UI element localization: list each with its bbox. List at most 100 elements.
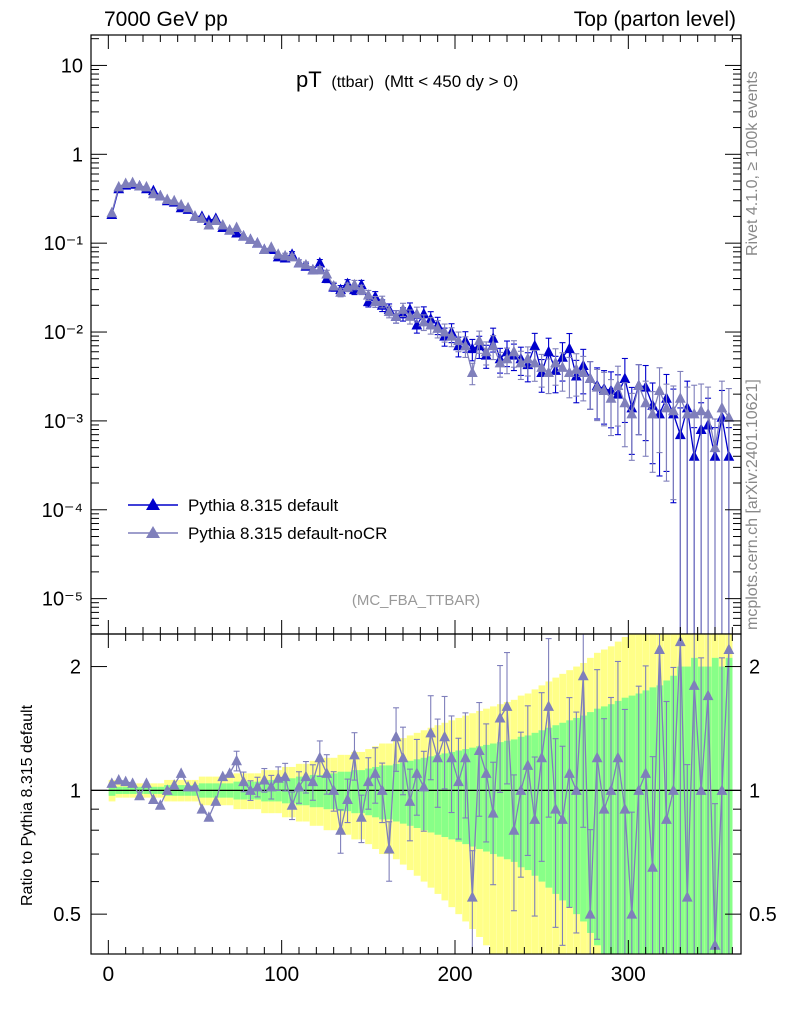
data-point-default — [529, 339, 541, 351]
ratio-point — [210, 795, 222, 806]
data-point-nocr — [598, 384, 610, 395]
data-point-nocr — [286, 250, 298, 262]
data-point-default — [619, 372, 631, 384]
ratio-point — [668, 784, 679, 795]
main-ytick-label: 10⁻⁴ — [42, 500, 83, 522]
data-point-nocr — [175, 198, 187, 210]
data-point-nocr — [570, 363, 582, 374]
band-green-segment — [358, 770, 366, 814]
data-point-nocr — [224, 224, 236, 235]
ratio-point — [231, 754, 242, 766]
mcplots-label: mcplots.cern.ch [arXiv:2401.10621] — [744, 379, 761, 630]
legend: Pythia 8.315 default Pythia 8.315 defaul… — [128, 496, 387, 543]
data-point-nocr — [626, 407, 638, 419]
ratio-point — [453, 775, 464, 787]
ratio-point — [494, 711, 506, 723]
data-point-default — [411, 318, 423, 330]
ratio-point — [466, 891, 478, 902]
data-point-nocr — [425, 318, 437, 330]
ratio-point — [515, 784, 527, 795]
data-point-nocr — [640, 396, 652, 408]
data-point-nocr — [591, 381, 603, 392]
ratio-point — [633, 784, 645, 795]
ratio-point — [640, 767, 652, 778]
ratio-point — [390, 730, 402, 742]
plot-title-sub: (ttbar) — [331, 74, 374, 91]
band-green-segment — [503, 740, 511, 860]
ratio-point — [584, 908, 596, 919]
ratio-point — [529, 813, 541, 824]
data-point-nocr — [508, 345, 520, 357]
ratio-data-layer — [91, 634, 741, 954]
data-point-nocr — [231, 221, 242, 233]
ratio-ytick-label: 0.5 — [53, 904, 81, 926]
ratio-point — [217, 770, 229, 782]
data-point-nocr — [501, 352, 513, 364]
data-point-nocr — [674, 392, 686, 403]
data-point-nocr — [543, 366, 554, 378]
ratio-point — [480, 767, 492, 778]
data-point-default — [231, 227, 242, 238]
data-point-nocr — [654, 384, 665, 395]
ratio-point — [182, 780, 194, 792]
data-point-nocr — [612, 379, 624, 391]
ratio-point — [411, 767, 423, 778]
ratio-point — [501, 700, 513, 711]
ratio-point — [681, 891, 693, 902]
data-point-nocr — [536, 361, 548, 372]
data-point-nocr — [217, 219, 229, 230]
ratio-point — [425, 726, 437, 738]
legend-entry-nocr: Pythia 8.315 default-noCR — [128, 524, 387, 543]
data-point-nocr — [356, 283, 367, 295]
ratio-point — [161, 784, 173, 795]
ratio-ytick-label-right: 0.5 — [749, 904, 777, 926]
data-point-default — [314, 256, 326, 268]
ratio-panel: 2 2 1 1 0.5 0.5 0 100 200 300 — [53, 633, 777, 986]
ratio-point — [258, 773, 270, 785]
ratio-point — [626, 908, 638, 919]
data-point-nocr — [300, 258, 312, 270]
ratio-point — [605, 784, 617, 795]
ratio-point — [522, 759, 534, 770]
ratio-point — [279, 770, 291, 782]
data-point-nocr — [113, 180, 125, 192]
data-point-nocr — [148, 187, 159, 199]
data-point-nocr — [668, 404, 679, 416]
data-point-nocr — [154, 189, 166, 201]
ratio-point — [134, 789, 145, 801]
data-point-nocr — [210, 214, 222, 225]
data-point-nocr — [141, 180, 152, 192]
legend-marker-nocr — [146, 526, 160, 538]
ratio-point — [723, 643, 735, 655]
data-point-nocr — [522, 352, 534, 364]
band-green-segment — [351, 770, 359, 814]
data-point-nocr — [397, 303, 409, 314]
data-point-nocr — [480, 345, 492, 357]
data-point-nocr — [328, 279, 340, 291]
ratio-point — [238, 775, 249, 787]
header-left: 7000 GeV pp — [104, 8, 228, 31]
data-point-default — [564, 342, 575, 354]
data-point-nocr — [515, 356, 527, 368]
ratio-point — [148, 793, 159, 805]
main-data-layer — [106, 176, 735, 634]
data-point-nocr — [446, 330, 457, 341]
main-ytick-label: 10⁻³ — [44, 411, 84, 433]
ratio-point — [362, 775, 374, 787]
data-point-nocr — [577, 366, 589, 378]
band-green-segment — [441, 753, 449, 838]
data-point-nocr — [709, 441, 721, 453]
ratio-point — [536, 751, 548, 763]
ratio-point — [265, 780, 277, 792]
data-point-nocr — [272, 248, 284, 259]
data-point-nocr — [411, 307, 423, 319]
plot-title-main: pT — [296, 67, 321, 92]
rivet-version-label: Rivet 4.1.0, ≥ 100k events — [744, 71, 761, 256]
data-point-nocr — [307, 263, 319, 275]
data-point-nocr — [349, 278, 360, 290]
analysis-tag: (MC_FBA_TTBAR) — [352, 592, 480, 609]
data-point-nocr — [335, 286, 346, 297]
ratio-point — [577, 669, 589, 681]
plot-title-cut: (Mtt < 450 dy > 0) — [384, 72, 518, 91]
ratio-point — [293, 780, 305, 792]
